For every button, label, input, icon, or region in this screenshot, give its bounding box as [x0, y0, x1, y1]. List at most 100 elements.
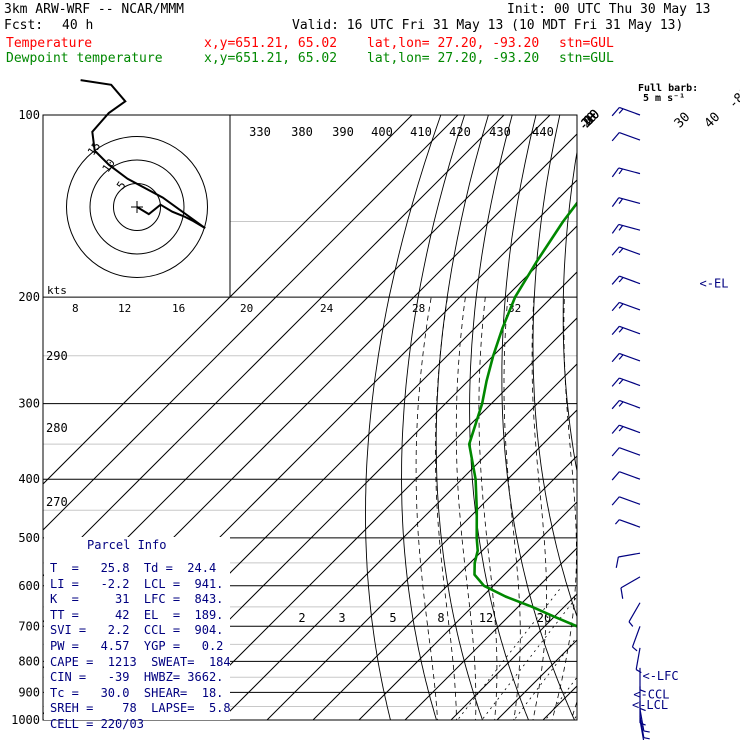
valid-time: Valid: 16 UTC Fri 31 May 13 (10 MDT Fri … [292, 18, 684, 33]
isotherm-line [542, 685, 577, 720]
wind-barb-flag [614, 519, 620, 525]
level-label: <-LFC [642, 669, 678, 683]
dry-adiabat-line [501, 115, 575, 720]
wind-barb-staff [619, 399, 641, 409]
pressure-tick-label: 500 [18, 531, 40, 545]
moist-adiabat-line [622, 297, 740, 733]
dry-adiabat-line [726, 115, 740, 733]
wind-barbs [611, 106, 650, 740]
pressure-tick-label: 400 [18, 472, 40, 486]
wind-barb-flag [618, 198, 624, 204]
wind-barb [611, 275, 641, 285]
sounding-traces [467, 115, 740, 720]
moist-adiabat-line [659, 297, 740, 733]
wind-barb-flag [611, 107, 620, 117]
isotherm-line [635, 115, 740, 720]
wind-barb-flag [632, 646, 638, 652]
wind-barb-flag [628, 621, 634, 627]
isotherm-label: 40 [702, 110, 724, 132]
temperature-trace [611, 115, 740, 720]
isotherm-label: -80 [726, 85, 740, 112]
hodograph-speed-label: 20 [240, 302, 253, 315]
wind-barb-flag [618, 277, 624, 283]
parcel-info-row: Tc = 30.0 SHEAR= 18. [50, 685, 224, 700]
moist-adiabat-line [415, 297, 438, 720]
isotherm-label: 30 [672, 110, 694, 132]
isotherm-line [312, 455, 577, 720]
wind-barb-staff [619, 447, 641, 456]
moist-adiabat-line [434, 297, 457, 720]
isotherm-line [43, 115, 459, 531]
theta-label: 400 [371, 125, 393, 139]
wind-barb-staff [639, 709, 645, 732]
mixing-ratio-label: 5 [389, 611, 396, 625]
temperature-station: stn=GUL [559, 36, 614, 51]
wind-barb-flag [611, 471, 620, 481]
pressure-tick-label: 900 [18, 685, 40, 699]
pressure-tick-label: 600 [18, 579, 40, 593]
parcel-info-title: Parcel Info [87, 538, 167, 552]
parcel-info-row: K = 31 LFC = 843. [50, 592, 224, 607]
wind-barb-flag [618, 426, 624, 432]
hodograph-speed-label: 28 [412, 302, 425, 315]
wind-barb-flag [618, 401, 624, 407]
moist-adiabat-line [531, 297, 547, 720]
dry-adiabat-line [701, 115, 740, 733]
forecast-hours: 40 h [62, 18, 94, 33]
wind-barb-flag [611, 197, 620, 207]
wind-barb [620, 576, 641, 599]
parcel-info-panel: Parcel Info T = 25.8 Td = 24.4 LI = -2.2 … [44, 537, 231, 731]
mixing-ratio-line [513, 636, 577, 720]
wind-barb-staff [635, 647, 641, 670]
hodograph-trace [80, 79, 206, 230]
wind-barb [628, 602, 641, 627]
wind-barb [639, 719, 645, 740]
parcel-info-row: SVI = 2.2 CCL = 904. [50, 623, 224, 638]
wind-barb-flag [611, 400, 620, 410]
dry-adiabat-line [648, 115, 740, 733]
barb-key-line1: Full barb: [638, 83, 699, 94]
mixing-ratio-line [544, 676, 577, 720]
isotherm-line [404, 547, 577, 720]
parcel-info-row: SREH = 78 LAPSE= 5.8 [50, 701, 231, 716]
dewpoint-station: stn=GUL [559, 51, 614, 66]
wind-barb-staff [619, 275, 641, 285]
hodograph-ring-label: 15 [85, 140, 103, 158]
isotherm-line [266, 409, 577, 720]
wind-barb-flag [618, 327, 624, 333]
temperature-legend: Temperature [6, 36, 93, 51]
wind-barb-staff [619, 471, 641, 480]
wind-barb [639, 715, 650, 740]
wind-barb-staff [639, 715, 645, 738]
wind-barb-staff [631, 626, 641, 648]
wind-barb-flag [611, 377, 620, 387]
wind-barb-staff [618, 552, 641, 558]
dry-adiabat-label: 290 [46, 349, 68, 363]
wind-barb-flag [611, 447, 620, 457]
moist-adiabat-line [641, 297, 740, 733]
moist-adiabat-line [551, 297, 577, 720]
wind-barb-staff [620, 576, 641, 589]
dry-adiabat-line [675, 115, 740, 733]
wind-barb [611, 106, 641, 117]
dry-adiabat-line [365, 115, 442, 720]
mixing-ratio-line [481, 596, 577, 720]
parcel-info-row: T = 25.8 Td = 24.4 [50, 561, 217, 575]
wind-barb-staff [619, 352, 641, 362]
pressure-tick-label: 100 [18, 108, 40, 122]
wind-barb [611, 377, 641, 387]
moist-adiabat-line [585, 297, 651, 733]
wind-barb [611, 301, 641, 312]
wind-barb-flag [618, 168, 624, 175]
wind-barb-flag [643, 737, 650, 740]
wind-barb-flag [611, 246, 620, 256]
wind-barb-flag [611, 424, 620, 434]
parcel-info-row: LI = -2.2 LCL = 941. [50, 576, 224, 591]
wind-barb-flag [639, 707, 646, 712]
wind-barb-flag [611, 302, 620, 312]
init-time: Init: 00 UTC Thu 30 May 13 [507, 2, 711, 17]
model-title: 3km ARW-WRF -- NCAR/MMM [4, 2, 185, 17]
wind-barb-staff [619, 519, 641, 528]
isotherm-line [358, 501, 577, 720]
moist-adiabat-line [503, 297, 521, 720]
